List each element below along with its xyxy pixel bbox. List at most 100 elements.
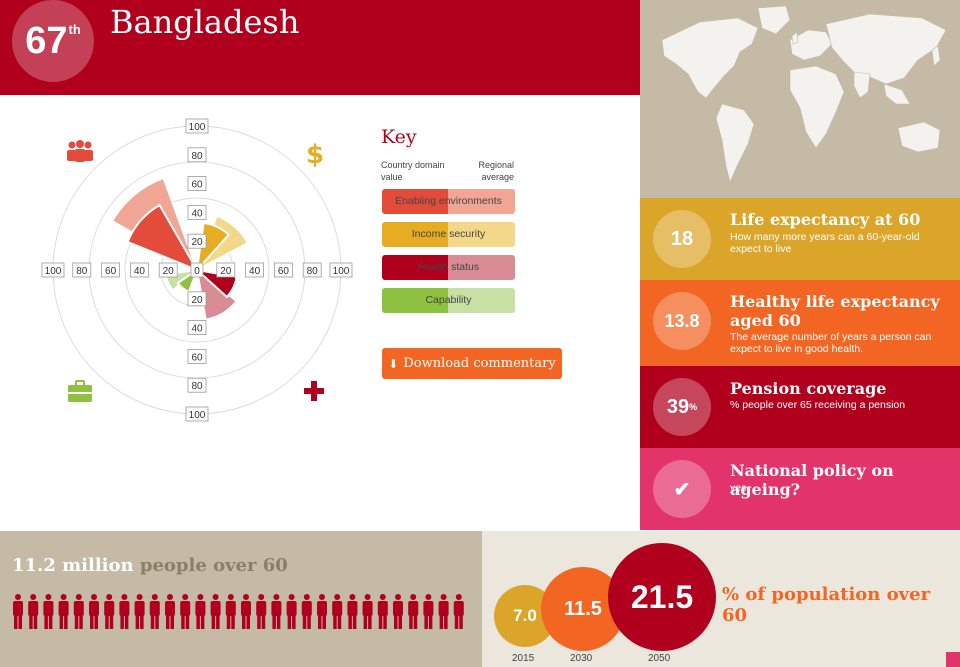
world-map-svg: [661, 5, 947, 183]
tick-box: [245, 262, 265, 278]
tick-label: 40: [191, 324, 203, 335]
tick-label: 100: [45, 266, 62, 277]
stat-desc: The average number of years a person can…: [730, 331, 932, 355]
tick-label: 80: [191, 381, 203, 392]
people-headline: 11.2 million people over 60: [12, 555, 288, 576]
stat-national-policy[interactable]: ✔ National policy on ageing? yes: [640, 448, 960, 530]
tick-label: 0: [194, 266, 200, 277]
tick-box: [187, 291, 207, 307]
stat-desc: % people over 65 receiving a pension: [730, 399, 906, 411]
tick-box: [190, 262, 204, 278]
person-icon: [362, 594, 373, 629]
tick-label: 60: [278, 266, 290, 277]
people-figures: [13, 594, 464, 629]
person-icon: [165, 594, 175, 629]
tick-label: 60: [191, 180, 203, 191]
key-title: Key: [381, 126, 417, 148]
stat-title: Life expectancy at 60: [730, 210, 921, 229]
person-icon: [28, 594, 39, 629]
tick-box: [41, 262, 65, 278]
person-icon: [317, 594, 327, 629]
country-title: Bangladesh: [110, 3, 300, 41]
download-icon: ⬇: [388, 356, 399, 371]
key-regional-header: Regional average: [478, 160, 514, 182]
tick-box: [187, 348, 207, 364]
download-commentary-button[interactable]: ⬇ Download commentary: [382, 348, 562, 379]
person-icon: [453, 594, 464, 629]
stat-value: 39: [666, 395, 690, 418]
stat-life-expectancy[interactable]: 18 Life expectancy at 60 How many more y…: [640, 198, 960, 280]
pop-circle-2050: 21.5: [608, 543, 716, 651]
tick-box: [130, 262, 149, 278]
tick-label: 100: [189, 410, 206, 421]
key-item-health: Health status: [382, 255, 515, 280]
tick-box: [187, 377, 207, 393]
tick-label: 20: [191, 295, 203, 306]
tick-box: [185, 118, 209, 134]
tick-label: 20: [191, 237, 203, 248]
person-icon: [89, 594, 99, 629]
rank-suffix: th: [68, 21, 81, 37]
key-item-enabling: Enabling environments: [382, 189, 515, 214]
person-icon: [393, 594, 403, 629]
tick-label: 60: [105, 266, 117, 277]
tick-box: [187, 233, 207, 249]
world-map[interactable]: [640, 0, 960, 198]
person-icon: [43, 594, 54, 629]
person-icon: [104, 594, 115, 629]
tick-label: 100: [333, 266, 350, 277]
wedge-health-regional: [195, 267, 239, 321]
people-count: 11.2 million: [12, 555, 134, 576]
chart-axis-ticks: 100 100 100 100 80 80 80 80 60 60 60 60 40 40 40 40 20 20…: [41, 118, 353, 422]
person-icon: [301, 594, 312, 629]
person-icon: [423, 594, 434, 629]
population-label: % of population over 60: [722, 584, 931, 626]
person-icon: [241, 594, 251, 629]
person-icon: [225, 594, 236, 629]
tick-box: [329, 262, 353, 278]
chart-ring: [124, 197, 270, 343]
person-icon: [73, 594, 84, 629]
briefcase-icon: [68, 380, 92, 402]
person-icon: [271, 594, 282, 629]
tick-label: 40: [249, 266, 261, 277]
people-icon: [67, 140, 93, 162]
stat-title: Healthy life expectancy aged 60: [730, 292, 940, 330]
key-item-label: Enabling environments: [395, 195, 502, 207]
person-icon: [438, 594, 449, 629]
pop-value: 21.5: [630, 578, 694, 615]
key-item-label: Income security: [411, 228, 486, 240]
person-icon: [256, 594, 267, 629]
person-icon: [119, 594, 130, 629]
tick-label: 20: [220, 266, 232, 277]
person-icon: [58, 594, 69, 629]
person-icon: [332, 594, 343, 629]
stat-value-circle: 13.8: [653, 292, 711, 350]
tick-label: 40: [134, 266, 146, 277]
tick-label: 80: [76, 266, 88, 277]
person-icon: [149, 594, 160, 629]
stat-pension-coverage[interactable]: 39% Pension coverage % people over 65 re…: [640, 366, 960, 448]
stat-title: Pension coverage: [730, 379, 887, 398]
pop-value: 11.5: [564, 597, 602, 620]
person-icon: [286, 594, 297, 629]
corner-marker: [946, 652, 960, 667]
person-icon: [134, 594, 145, 629]
stat-title: National policy on ageing?: [730, 461, 894, 499]
people-caption: people over 60: [139, 555, 288, 576]
stat-healthy-life-expectancy[interactable]: 13.8 Healthy life expectancy aged 60 The…: [640, 280, 960, 366]
tick-label: 100: [189, 122, 206, 133]
wedge-enabling-country: [126, 203, 200, 273]
tick-box: [187, 320, 207, 336]
person-icon: [195, 594, 206, 629]
tick-box: [273, 262, 293, 278]
pop-year: 2050: [648, 653, 671, 664]
tick-box: [216, 262, 236, 278]
tick-label: 80: [191, 151, 203, 162]
pop-year: 2030: [570, 653, 593, 664]
pop-value: 7.0: [513, 606, 537, 625]
person-icon: [347, 594, 358, 629]
cross-icon: [304, 381, 324, 401]
